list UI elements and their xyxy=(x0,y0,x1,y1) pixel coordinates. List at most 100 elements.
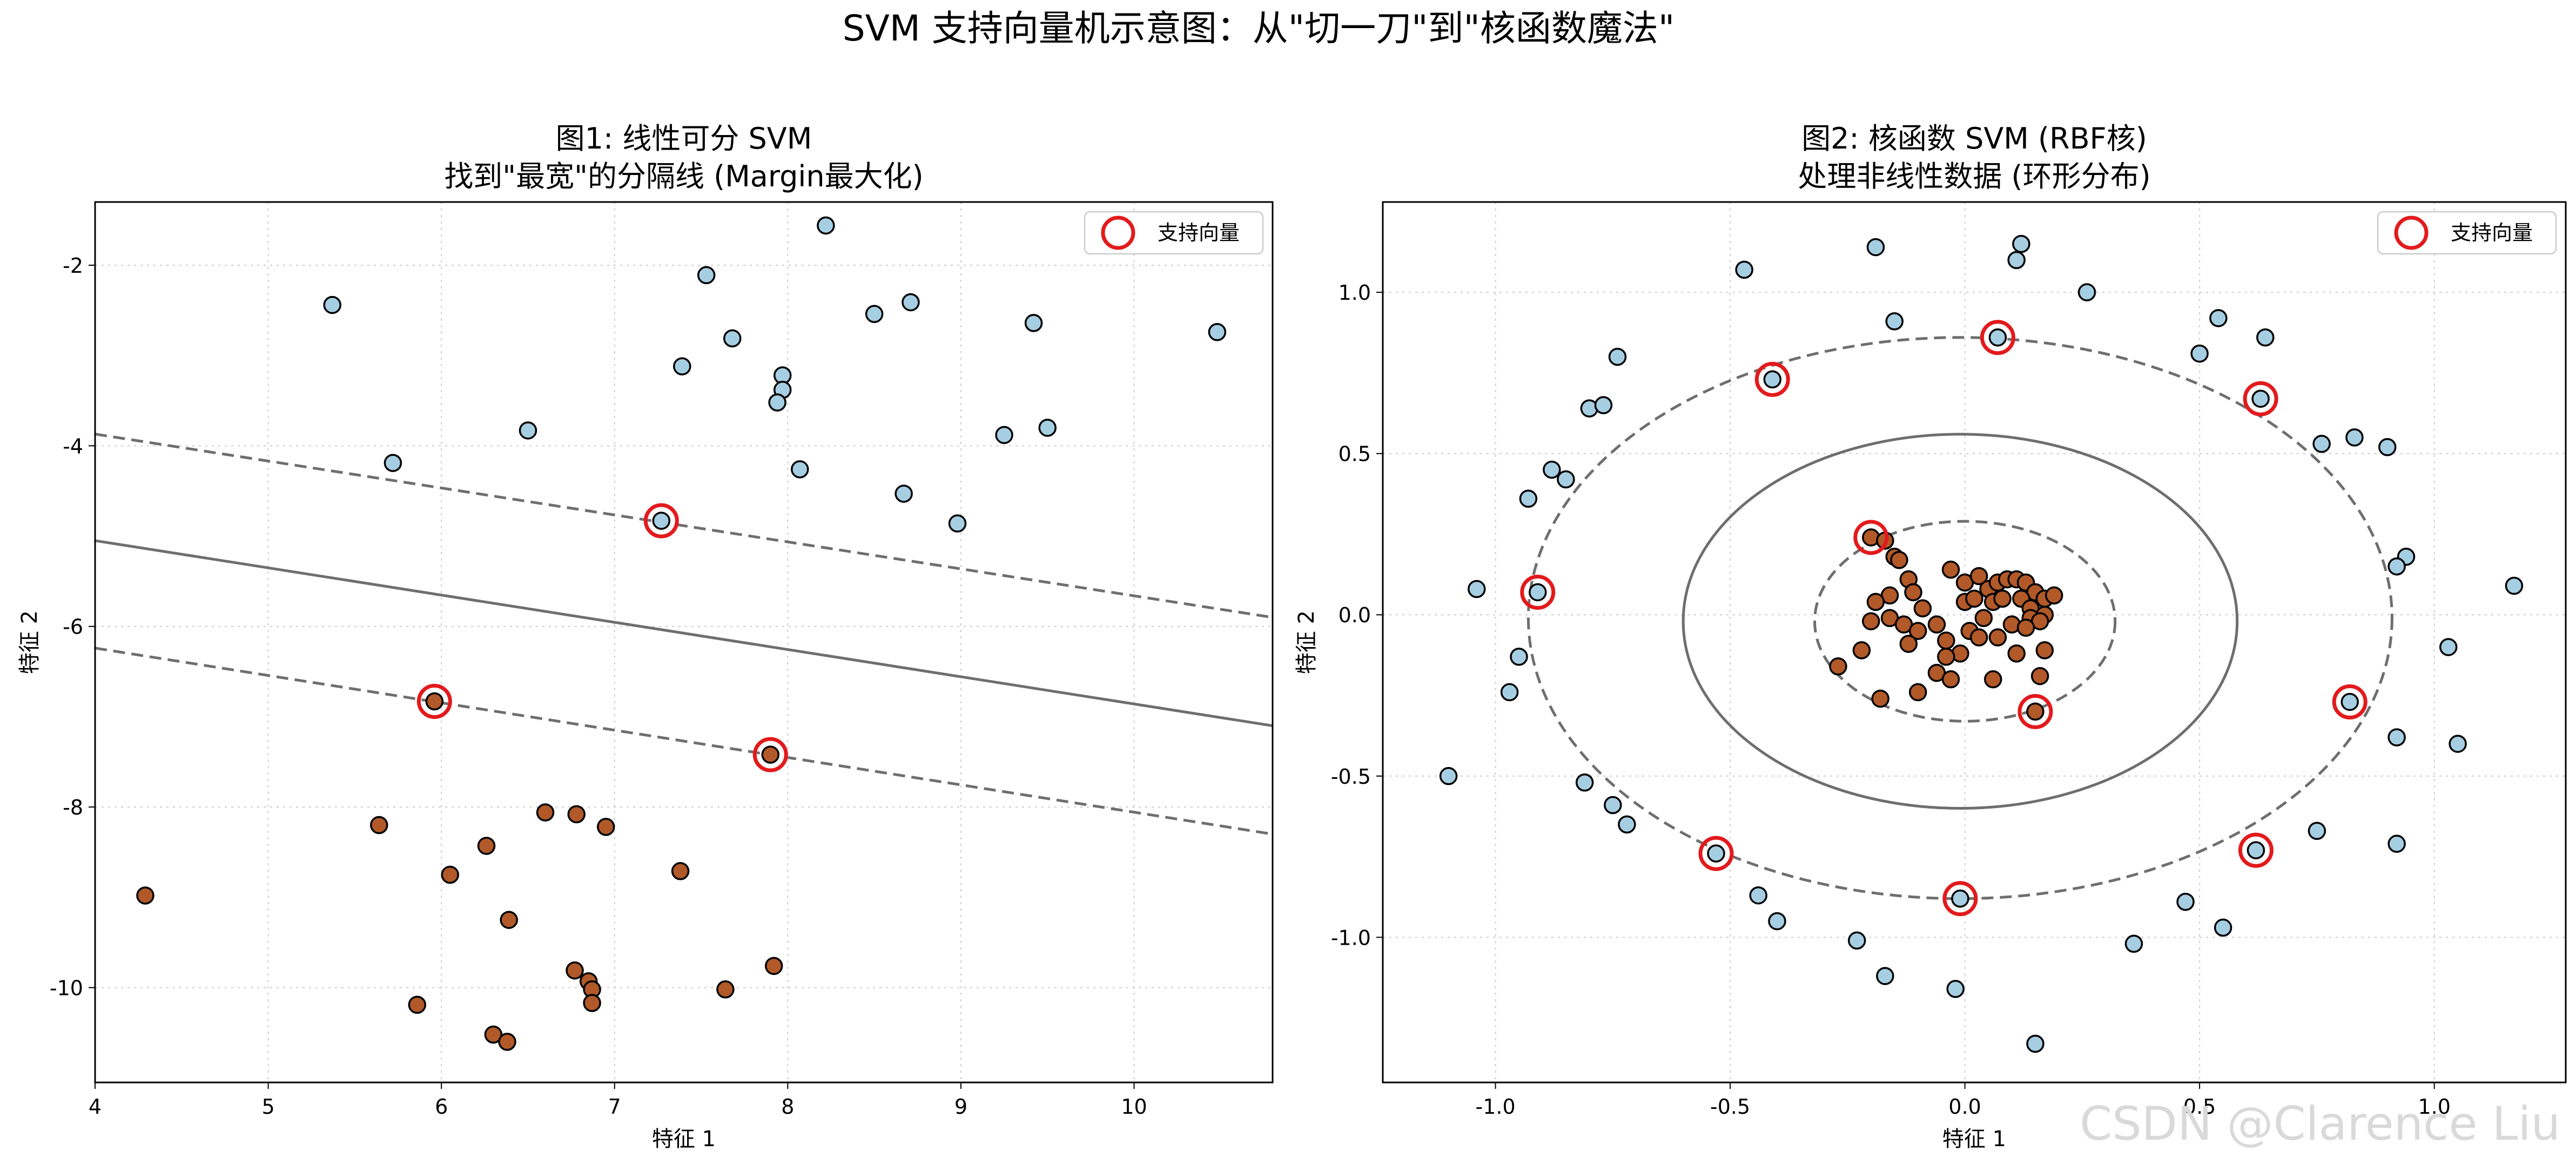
point-class-a xyxy=(1608,347,1627,366)
legend: 支持向量 xyxy=(1084,211,1264,255)
point-class-a xyxy=(652,512,671,530)
x-tick-label: 6 xyxy=(435,1095,448,1119)
support-vector-ring xyxy=(1942,881,1978,917)
point-class-b xyxy=(596,818,615,836)
legend-label: 支持向量 xyxy=(2451,221,2533,245)
point-class-a xyxy=(2251,389,2270,408)
point-class-b xyxy=(2030,667,2049,685)
panel-title-line1: 图1: 线性可分 SVM xyxy=(556,122,812,156)
point-class-a xyxy=(902,293,920,312)
point-class-a xyxy=(1543,460,1561,479)
point-class-a xyxy=(1594,396,1613,414)
point-class-a xyxy=(1038,419,1057,437)
point-class-a xyxy=(2378,438,2397,456)
point-class-b xyxy=(1862,612,1880,630)
point-class-b xyxy=(1908,683,1927,702)
watermark: CSDN @Clarence Liu xyxy=(2080,1097,2560,1151)
point-class-b xyxy=(1941,560,1960,579)
grid-lines xyxy=(1383,202,2566,1082)
point-class-a xyxy=(1439,767,1458,785)
point-class-a xyxy=(1768,912,1786,931)
support-vector-ring xyxy=(1698,836,1734,871)
point-class-a xyxy=(323,295,341,314)
plot-frame xyxy=(94,201,1274,1084)
y-tick-label: -4 xyxy=(63,434,83,458)
point-class-a xyxy=(2505,576,2524,595)
point-class-b xyxy=(498,1033,516,1051)
point-class-a xyxy=(1519,489,1538,508)
support-vector-ring xyxy=(752,737,788,772)
tick-labels: 4 5 6 7 8 9 10 -2 -4 -6 -8 -10 xyxy=(50,254,1147,1119)
point-class-a xyxy=(723,329,742,348)
plot-frame xyxy=(1382,201,2567,1084)
point-class-a xyxy=(2439,638,2458,656)
point-class-a xyxy=(1500,683,1519,702)
y-tick-label: -1.0 xyxy=(1331,926,1371,950)
point-class-a xyxy=(1988,328,2007,347)
y-axis-label: 特征 2 xyxy=(17,610,42,674)
support-vector-ring xyxy=(1853,520,1889,555)
point-class-a xyxy=(2387,557,2406,576)
x-tick-label: 0.0 xyxy=(1948,1095,1981,1119)
point-class-b xyxy=(2044,586,2063,605)
point-class-b xyxy=(1937,648,1955,666)
panel-title-line2: 找到"最宽"的分隔线 (Margin最大化) xyxy=(444,159,923,193)
decision-boundary-line xyxy=(95,539,1273,728)
x-tick-label: 0.5 xyxy=(2183,1095,2216,1119)
point-class-a xyxy=(1575,773,1594,792)
point-class-a xyxy=(1604,796,1622,815)
point-class-a xyxy=(995,426,1013,445)
y-axis-label: 特征 2 xyxy=(1294,610,1319,674)
margin-upper-line xyxy=(95,433,1273,619)
point-class-b xyxy=(1904,583,1922,602)
y-tick-label: -6 xyxy=(63,615,83,639)
point-class-a xyxy=(1763,370,1782,389)
point-class-b xyxy=(1974,609,1993,627)
point-class-b xyxy=(2026,702,2044,721)
point-class-a xyxy=(519,421,537,440)
point-class-b xyxy=(761,745,780,764)
point-class-b xyxy=(1913,599,1932,618)
decision-boundaries xyxy=(95,433,1273,836)
point-class-a xyxy=(2387,835,2406,853)
point-class-a xyxy=(2026,1034,2044,1053)
point-class-b xyxy=(408,995,427,1014)
support-vectors xyxy=(416,503,788,772)
point-class-a xyxy=(2345,428,2364,447)
point-class-b xyxy=(2007,644,2026,663)
point-class-b xyxy=(583,994,601,1012)
point-class-b xyxy=(716,980,735,999)
point-class-a xyxy=(2077,283,2096,301)
point-class-b xyxy=(2016,618,2035,637)
margin-lower-line xyxy=(95,647,1273,836)
point-class-b xyxy=(370,816,388,835)
point-class-b xyxy=(566,961,584,980)
point-class-a xyxy=(1208,322,1227,341)
decision-boundaries xyxy=(1526,336,2393,900)
point-class-a xyxy=(384,454,402,472)
point-class-b xyxy=(425,692,444,711)
point-class-b xyxy=(536,803,555,822)
support-vector-ring xyxy=(643,503,679,539)
support-vector-ring xyxy=(1754,361,1790,397)
point-class-b xyxy=(1871,689,1889,708)
margin-outer-ellipse xyxy=(1526,336,2393,900)
point-class-a xyxy=(2007,251,2026,270)
point-class-b xyxy=(441,865,459,884)
panel-rbf-svm: 图2: 核函数 SVM (RBF核)处理非线性数据 (环形分布) -1.0 -0.5… xyxy=(1294,122,2567,1152)
point-class-b xyxy=(484,1025,503,1044)
x-tick-label: 9 xyxy=(954,1095,967,1119)
point-class-a xyxy=(2340,692,2359,711)
point-class-a xyxy=(2214,918,2232,937)
point-class-a xyxy=(791,460,809,479)
support-vector-ring xyxy=(2243,381,2278,416)
point-class-a xyxy=(673,357,691,376)
point-class-a xyxy=(1529,583,1547,602)
x-tick-label: 4 xyxy=(89,1095,102,1119)
legend: 支持向量 xyxy=(2377,211,2557,255)
tick-labels: -1.0 -0.5 0.0 0.5 1.0 1.0 0.5 0.0 -0.5 -1.0 xyxy=(1331,281,2451,1119)
y-tick-label: 0.0 xyxy=(1339,603,1371,627)
point-class-a xyxy=(817,216,835,235)
point-class-b xyxy=(1852,641,1871,660)
y-tick-label: -0.5 xyxy=(1331,765,1371,789)
